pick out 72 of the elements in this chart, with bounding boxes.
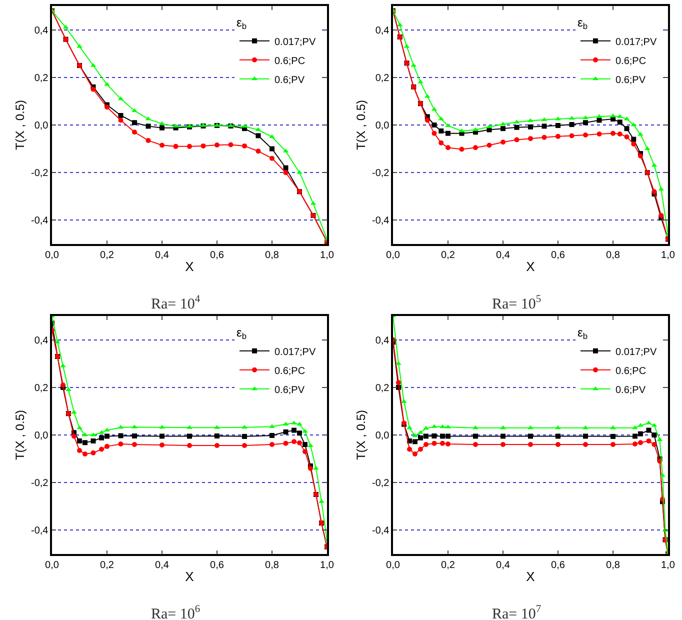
- text: Ra= 10$^{5}$: [492, 294, 542, 312]
- x-tick-label: 0,4: [496, 560, 510, 571]
- x-tick-label: 0,0: [45, 560, 60, 571]
- x-tick-label: 1,0: [320, 560, 334, 571]
- y-axis-title: T(X , 0.5): [354, 100, 368, 150]
- legend-label: 0.017;PV: [616, 346, 657, 358]
- y-tick-label: -0,2: [372, 168, 390, 180]
- y-tick-label: 0,4: [375, 335, 390, 346]
- x-tick-label: 1,0: [661, 560, 676, 571]
- legend-title: ε$_{b}$: [236, 325, 247, 341]
- y-tick-label: 0,2: [375, 382, 390, 394]
- legend-label: 0.6;PV: [616, 384, 646, 396]
- x-tick-label: 0,8: [265, 250, 280, 261]
- x-axis-title: X: [526, 568, 536, 584]
- legend-label: 0.6;PV: [274, 74, 305, 86]
- x-tick-label: 1,0: [320, 250, 334, 261]
- x-tick-label: 0,4: [496, 250, 510, 261]
- x-tick-label: 1,0: [661, 250, 676, 261]
- y-tick-label: 0,2: [375, 72, 390, 84]
- x-tick-label: 0,2: [441, 560, 456, 571]
- x-tick-label: 0,0: [386, 560, 400, 571]
- x-tick-label: 0,6: [551, 250, 566, 261]
- x-axis-title: X: [185, 258, 194, 274]
- legend-label: 0.017;PV: [616, 36, 657, 48]
- y-axis-title: T(X , 0.5): [12, 100, 27, 150]
- x-tick-label: 0,6: [210, 250, 224, 261]
- x-tick-label: 0,0: [386, 250, 400, 261]
- x-axis-title: X: [185, 568, 194, 584]
- y-axis-title: T(X , 0.5): [354, 410, 368, 460]
- x-axis-title: X: [526, 258, 536, 274]
- legend-label: 0.6;PV: [616, 74, 646, 86]
- x-tick-label: 0,4: [155, 560, 170, 571]
- legend-title: ε$_{b}$: [578, 15, 588, 31]
- y-tick-label: -0,2: [372, 478, 390, 490]
- x-tick-label: 0,8: [265, 560, 280, 571]
- y-tick-label: -0,2: [31, 168, 49, 180]
- legend-label: 0.6;PC: [274, 56, 306, 67]
- x-tick-label: 0,0: [45, 250, 60, 261]
- text: Ra= 10$^{7}$: [492, 604, 542, 620]
- y-tick-label: 0,4: [34, 335, 49, 346]
- y-tick-label: -0,4: [31, 526, 49, 537]
- text: Ra= 10$^{6}$: [151, 604, 200, 620]
- legend-label: 0.6;PV: [274, 384, 305, 396]
- legend-label: 0.6;PC: [616, 56, 646, 67]
- y-tick-label: 0,4: [375, 25, 390, 36]
- legend-title: ε$_{b}$: [578, 325, 588, 341]
- y-tick-label: -0,4: [372, 526, 390, 537]
- legend-label: 0.6;PC: [616, 366, 646, 377]
- legend-label: 0.6;PC: [274, 366, 306, 377]
- x-tick-label: 0,2: [100, 560, 114, 571]
- legend-label: 0.017;PV: [274, 346, 316, 358]
- y-tick-label: 0,0: [375, 120, 390, 132]
- text: Ra= 10$^{4}$: [151, 294, 201, 312]
- y-tick-label: -0,4: [372, 216, 390, 227]
- y-tick-label: -0,4: [31, 216, 49, 227]
- x-tick-label: 0,8: [606, 250, 620, 261]
- y-tick-label: 0,2: [34, 72, 49, 84]
- x-tick-label: 0,2: [100, 250, 114, 261]
- y-tick-label: 0,0: [375, 430, 390, 442]
- y-tick-label: 0,0: [34, 430, 49, 442]
- x-tick-label: 0,2: [441, 250, 456, 261]
- x-tick-label: 0,4: [155, 250, 170, 261]
- x-tick-label: 0,6: [210, 560, 224, 571]
- x-tick-label: 0,8: [606, 560, 620, 571]
- y-tick-label: -0,2: [31, 478, 49, 490]
- y-axis-title: T(X , 0.5): [12, 410, 27, 460]
- y-tick-label: 0,0: [34, 120, 49, 132]
- y-tick-label: 0,2: [34, 382, 49, 394]
- legend-title: ε$_{b}$: [236, 15, 247, 31]
- x-tick-label: 0,6: [551, 560, 566, 571]
- legend-label: 0.017;PV: [274, 36, 316, 48]
- y-tick-label: 0,4: [34, 25, 49, 36]
